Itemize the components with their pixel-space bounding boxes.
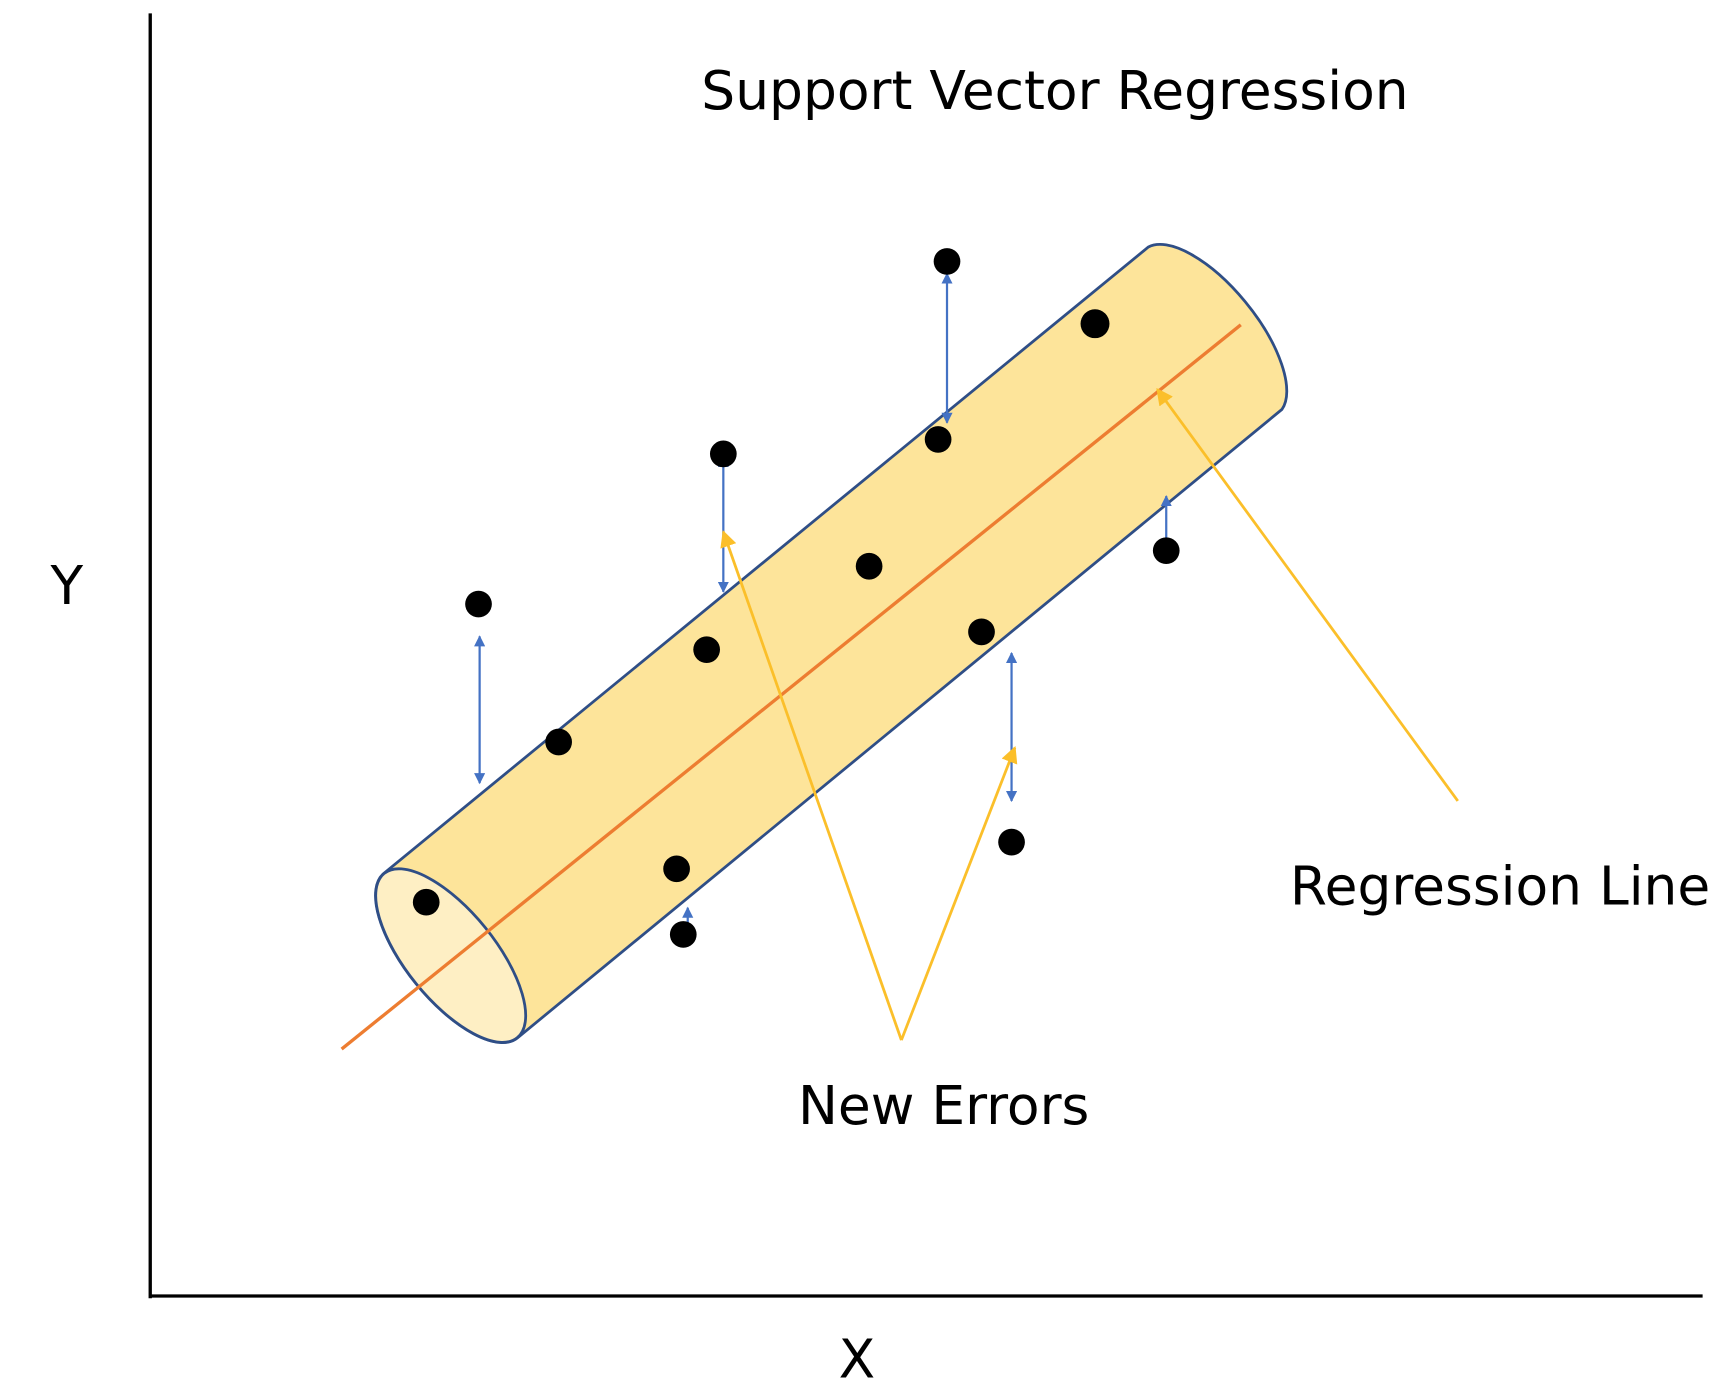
pointer (1157, 389, 1457, 801)
point (663, 855, 690, 882)
point (545, 729, 572, 756)
point (1153, 537, 1180, 564)
point (856, 553, 883, 580)
point (925, 426, 952, 453)
point (998, 829, 1025, 856)
point (968, 619, 995, 646)
pointer (901, 748, 1015, 1041)
point (413, 889, 440, 916)
regression-line (342, 325, 1241, 1049)
epsilon-tube (375, 244, 1286, 1042)
page: Support Vector Regression Y X Regression… (0, 0, 1736, 1385)
point (693, 636, 720, 663)
y-axis-label: Y (49, 554, 83, 617)
point (670, 921, 697, 948)
point (465, 591, 492, 618)
regression-line-label: Regression Line (1290, 855, 1710, 918)
point (710, 441, 737, 468)
diagram: Support Vector Regression Y X Regression… (0, 0, 1736, 1385)
x-axis-label: X (839, 1327, 876, 1385)
point (1081, 309, 1110, 338)
title: Support Vector Regression (701, 59, 1408, 122)
point (934, 248, 961, 275)
new-errors-label: New Errors (798, 1074, 1089, 1137)
